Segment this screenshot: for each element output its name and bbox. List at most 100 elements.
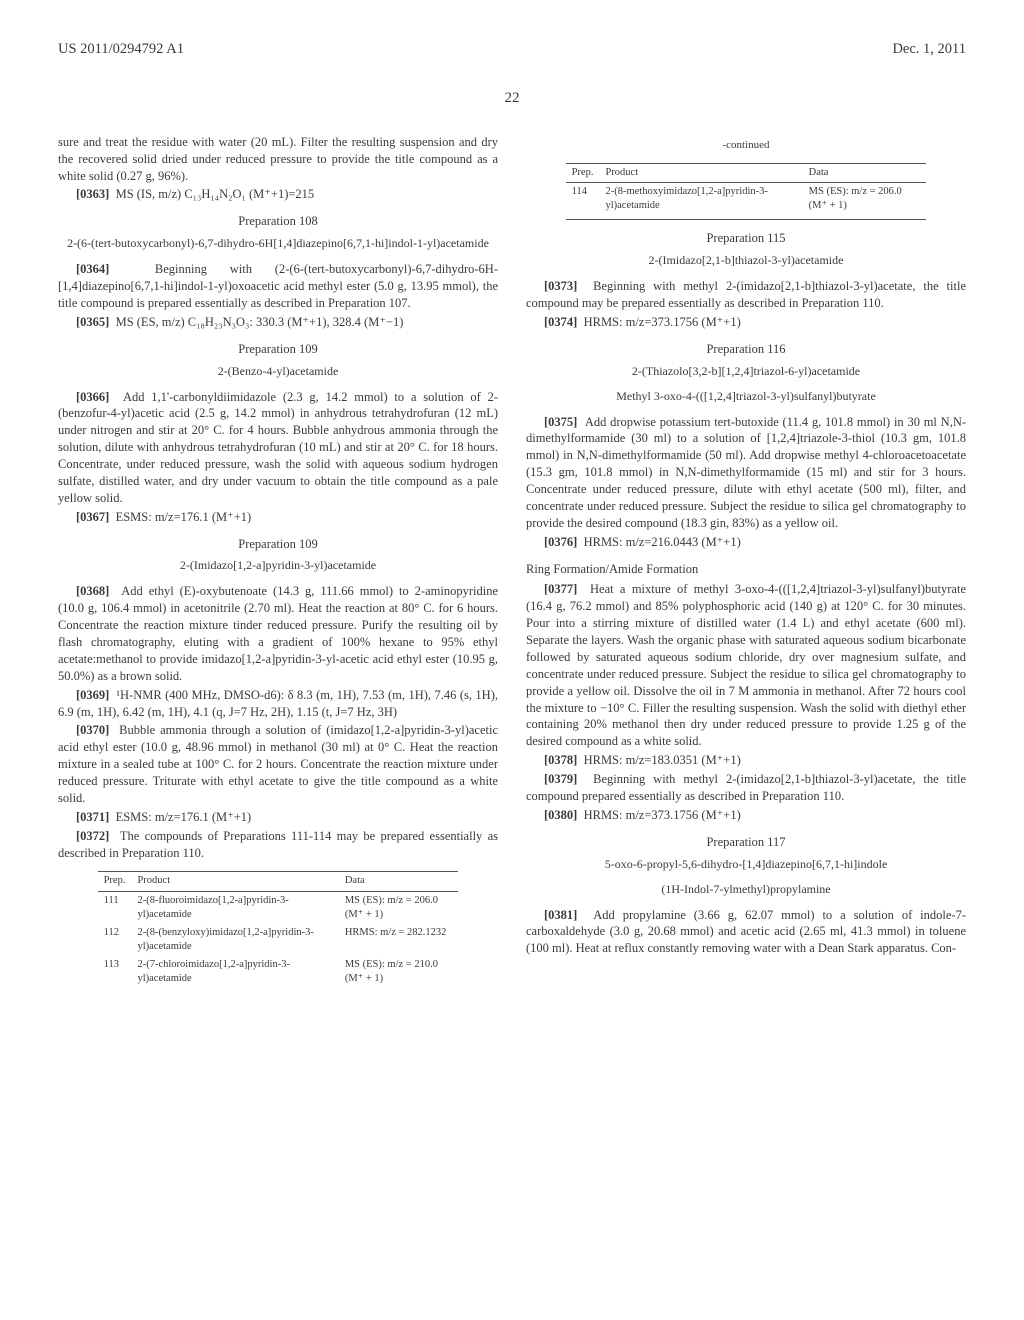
para-num: [0369] (76, 688, 109, 702)
para-text: MS (IS, m/z) C₁₃H₁₄N₂O₁ (M⁺+1)=215 (116, 187, 315, 201)
table-row: 112 2-(8-(benzyloxy)imidazo[1,2-a]pyridi… (98, 924, 459, 956)
para-text: Bubble ammonia through a solution of (im… (58, 723, 498, 805)
para-text: Add propylamine (3.66 g, 62.07 mmol) to … (526, 908, 966, 956)
para-text: Beginning with (2-(6-(tert-butoxycarbony… (58, 262, 498, 310)
cell: 2-(7-chloroimidazo[1,2-a]pyridin-3-yl)ac… (131, 956, 338, 988)
para-text: ESMS: m/z=176.1 (M⁺+1) (116, 810, 252, 824)
para-num: [0370] (76, 723, 109, 737)
table-row: 113 2-(7-chloroimidazo[1,2-a]pyridin-3-y… (98, 956, 459, 988)
para-text: Beginning with methyl 2-(imidazo[2,1-b]t… (526, 279, 966, 310)
para-0380: [0380] HRMS: m/z=373.1756 (M⁺+1) (526, 807, 966, 824)
ring-formation-heading: Ring Formation/Amide Formation (526, 561, 966, 578)
para-0379: [0379] Beginning with methyl 2-(imidazo[… (526, 771, 966, 805)
page: US 2011/0294792 A1 Dec. 1, 2011 22 sure … (0, 0, 1024, 1320)
para-0370: [0370] Bubble ammonia through a solution… (58, 722, 498, 806)
para-num: [0368] (76, 584, 109, 598)
para-text: HRMS: m/z=373.1756 (M⁺+1) (584, 808, 741, 822)
prep-116-title: Preparation 116 (526, 341, 966, 358)
publication-number: US 2011/0294792 A1 (58, 40, 184, 60)
col-data: Data (803, 163, 927, 182)
prep-table-1: Prep. Product Data 111 2-(8-fluoroimidaz… (98, 871, 459, 988)
col-prep: Prep. (98, 872, 132, 891)
para-0373: [0373] Beginning with methyl 2-(imidazo[… (526, 278, 966, 312)
para-0365: [0365] MS (ES, m/z) C₁₈H₂₃N₃O₃: 330.3 (M… (58, 314, 498, 331)
para-0363: [0363] MS (IS, m/z) C₁₃H₁₄N₂O₁ (M⁺+1)=21… (58, 186, 498, 203)
para-text: HRMS: m/z=373.1756 (M⁺+1) (584, 315, 741, 329)
cell: MS (ES): m/z = 206.0 (M⁺ + 1) (339, 891, 459, 924)
para-text: Add 1,1'-carbonyldiimidazole (2.3 g, 14.… (58, 390, 498, 505)
para-0371: [0371] ESMS: m/z=176.1 (M⁺+1) (58, 809, 498, 826)
cell: 113 (98, 956, 132, 988)
para-num: [0363] (76, 187, 109, 201)
para-text: Add ethyl (E)-oxybutenoate (14.3 g, 111.… (58, 584, 498, 682)
para-num: [0376] (544, 535, 577, 549)
prep-108-subtitle: 2-(6-(tert-butoxycarbonyl)-6,7-dihydro-6… (58, 236, 498, 251)
para-0376: [0376] HRMS: m/z=216.0443 (M⁺+1) (526, 534, 966, 551)
prep-116-subtitle2: Methyl 3-oxo-4-(([1,2,4]triazol-3-yl)sul… (526, 389, 966, 404)
para-text: HRMS: m/z=216.0443 (M⁺+1) (584, 535, 741, 549)
para-num: [0371] (76, 810, 109, 824)
table-row: 114 2-(8-methoxyimidazo[1,2-a]pyridin-3-… (566, 182, 927, 215)
col-data: Data (339, 872, 459, 891)
cell: 2-(8-(benzyloxy)imidazo[1,2-a]pyridin-3-… (131, 924, 338, 956)
prep-115-title: Preparation 115 (526, 230, 966, 247)
two-column-layout: sure and treat the residue with water (2… (58, 134, 966, 997)
para-num: [0366] (76, 390, 109, 404)
page-header: US 2011/0294792 A1 Dec. 1, 2011 (58, 40, 966, 60)
para-num: [0375] (544, 415, 577, 429)
para-0381: [0381] Add propylamine (3.66 g, 62.07 mm… (526, 907, 966, 958)
para-text: ¹H-NMR (400 MHz, DMSO-d6): δ 8.3 (m, 1H)… (58, 688, 498, 719)
para-num: [0380] (544, 808, 577, 822)
cell: MS (ES): m/z = 206.0 (M⁺ + 1) (803, 182, 927, 215)
prep-117-title: Preparation 117 (526, 834, 966, 851)
col-product: Product (131, 872, 338, 891)
para-0367: [0367] ESMS: m/z=176.1 (M⁺+1) (58, 509, 498, 526)
para-0368: [0368] Add ethyl (E)-oxybutenoate (14.3 … (58, 583, 498, 684)
para-text: MS (ES, m/z) C₁₈H₂₃N₃O₃: 330.3 (M⁺+1), 3… (116, 315, 404, 329)
para-0366: [0366] Add 1,1'-carbonyldiimidazole (2.3… (58, 389, 498, 507)
right-column: -continued Prep. Product Data 114 2-(8-m… (526, 134, 966, 997)
para-num: [0372] (76, 829, 109, 843)
para-num: [0378] (544, 753, 577, 767)
para-0369: [0369] ¹H-NMR (400 MHz, DMSO-d6): δ 8.3 … (58, 687, 498, 721)
para-text: Heat a mixture of methyl 3-oxo-4-(([1,2,… (526, 582, 966, 748)
cell: MS (ES): m/z = 210.0 (M⁺ + 1) (339, 956, 459, 988)
col-product: Product (599, 163, 802, 182)
para-intro: sure and treat the residue with water (2… (58, 134, 498, 185)
para-text: The compounds of Preparations 111-114 ma… (58, 829, 498, 860)
prep-117-subtitle: 5-oxo-6-propyl-5,6-dihydro-[1,4]diazepin… (526, 857, 966, 872)
left-column: sure and treat the residue with water (2… (58, 134, 498, 997)
para-0364: [0364] Beginning with (2-(6-(tert-butoxy… (58, 261, 498, 312)
prep-117-subtitle2: (1H-Indol-7-ylmethyl)propylamine (526, 882, 966, 897)
para-num: [0373] (544, 279, 577, 293)
para-text: Beginning with methyl 2-(imidazo[2,1-b]t… (526, 772, 966, 803)
prep-109a-subtitle: 2-(Benzo-4-yl)acetamide (58, 364, 498, 379)
prep-table-2: Prep. Product Data 114 2-(8-methoxyimida… (566, 163, 927, 221)
para-0378: [0378] HRMS: m/z=183.0351 (M⁺+1) (526, 752, 966, 769)
cell: HRMS: m/z = 282.1232 (339, 924, 459, 956)
para-num: [0377] (544, 582, 577, 596)
table-row: 111 2-(8-fluoroimidazo[1,2-a]pyridin-3-y… (98, 891, 459, 924)
prep-116-subtitle: 2-(Thiazolo[3,2-b][1,2,4]triazol-6-yl)ac… (526, 364, 966, 379)
cell: 112 (98, 924, 132, 956)
para-0375: [0375] Add dropwise potassium tert-butox… (526, 414, 966, 532)
para-num: [0367] (76, 510, 109, 524)
para-num: [0381] (544, 908, 577, 922)
para-num: [0374] (544, 315, 577, 329)
para-0374: [0374] HRMS: m/z=373.1756 (M⁺+1) (526, 314, 966, 331)
publication-date: Dec. 1, 2011 (892, 40, 966, 60)
cell: 2-(8-fluoroimidazo[1,2-a]pyridin-3-yl)ac… (131, 891, 338, 924)
page-number: 22 (58, 88, 966, 108)
prep-109b-subtitle: 2-(Imidazo[1,2-a]pyridin-3-yl)acetamide (58, 558, 498, 573)
para-text: ESMS: m/z=176.1 (M⁺+1) (116, 510, 252, 524)
para-0377: [0377] Heat a mixture of methyl 3-oxo-4-… (526, 581, 966, 750)
cell: 111 (98, 891, 132, 924)
prep-109b-title: Preparation 109 (58, 536, 498, 553)
para-text: Add dropwise potassium tert-butoxide (11… (526, 415, 966, 530)
col-prep: Prep. (566, 163, 600, 182)
para-text: HRMS: m/z=183.0351 (M⁺+1) (584, 753, 741, 767)
cell: 114 (566, 182, 600, 215)
para-num: [0365] (76, 315, 109, 329)
para-0372: [0372] The compounds of Preparations 111… (58, 828, 498, 862)
para-num: [0379] (544, 772, 577, 786)
